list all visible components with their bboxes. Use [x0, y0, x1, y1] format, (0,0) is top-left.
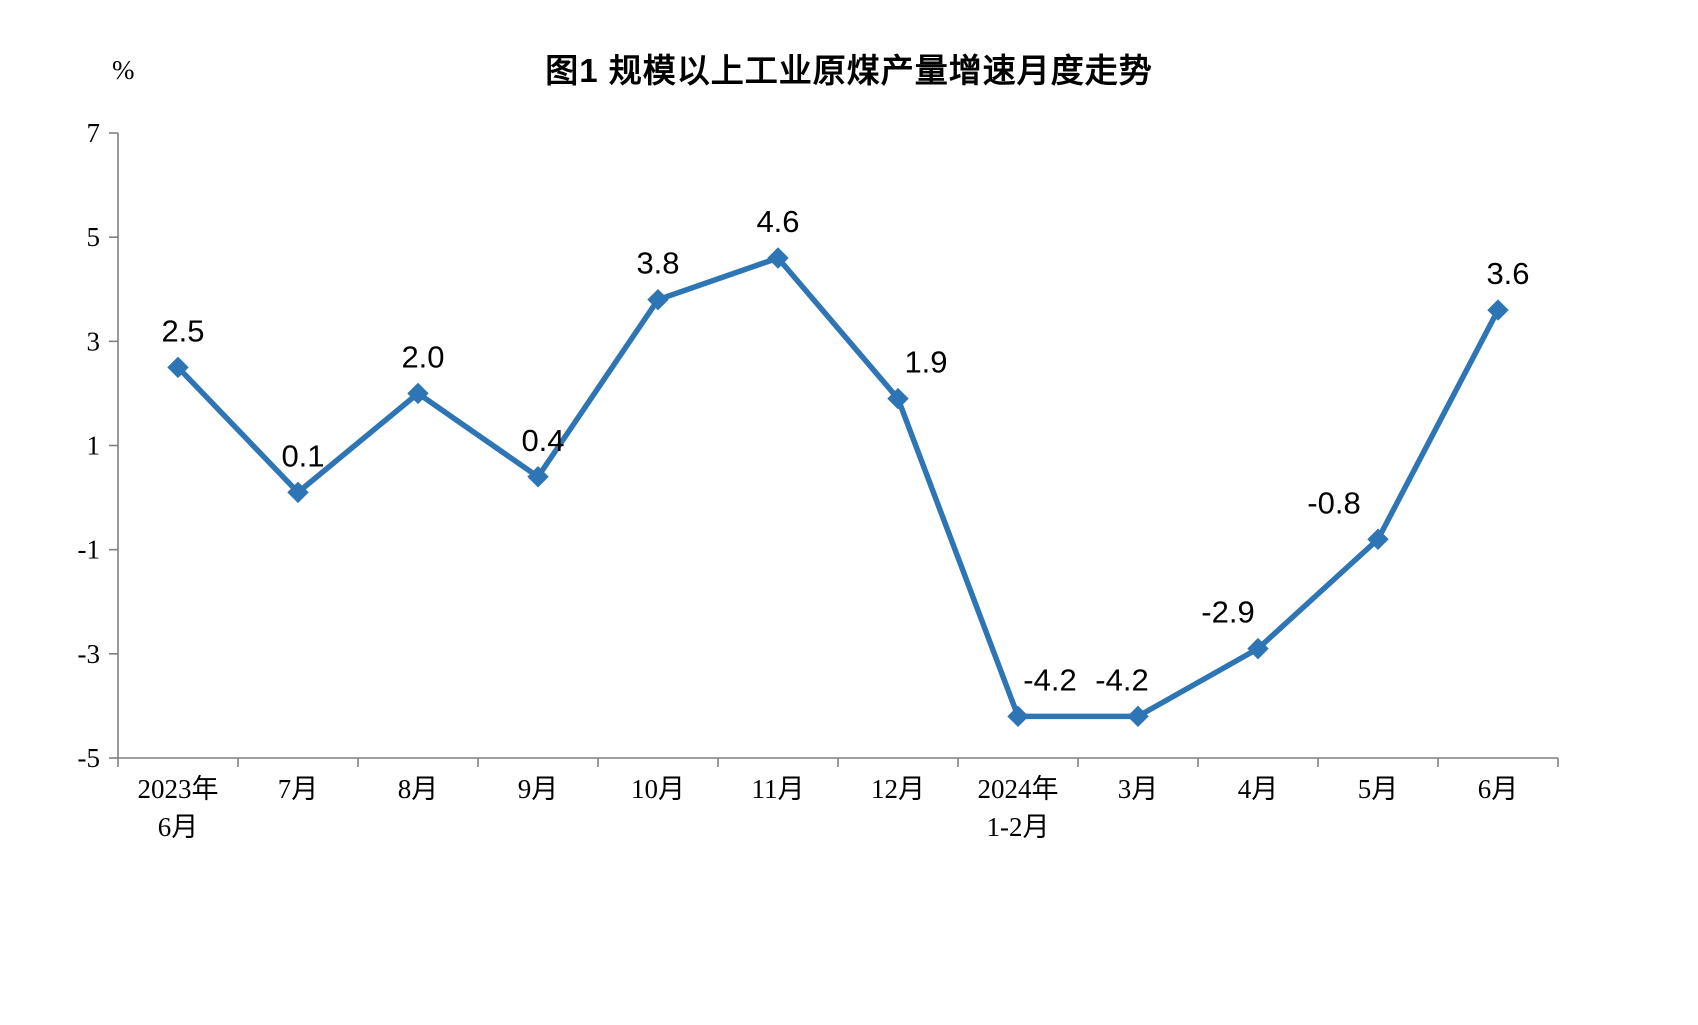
- x-tick-label: 2023年: [138, 774, 219, 804]
- x-tick-label: 7月: [278, 774, 319, 804]
- x-tick-label: 9月: [518, 774, 559, 804]
- y-tick-label: -5: [78, 743, 101, 773]
- data-point-marker: [647, 288, 669, 311]
- x-tick-label: 2024年: [978, 774, 1059, 804]
- data-point-marker: [1127, 705, 1149, 728]
- y-tick-label: 5: [87, 222, 101, 252]
- data-point-marker: [1487, 299, 1509, 321]
- x-tick-label: 8月: [398, 774, 439, 804]
- x-tick-label: 4月: [1238, 774, 1279, 804]
- x-tick-label: 12月: [871, 774, 925, 804]
- y-tick-label: 3: [87, 326, 101, 356]
- data-point-marker: [1007, 705, 1029, 728]
- data-point-marker: [527, 466, 549, 488]
- x-tick-label: 11月: [752, 774, 805, 804]
- data-point-label: 0.1: [281, 438, 324, 473]
- series-line: [175, 255, 1501, 720]
- data-point-label: -2.9: [1201, 595, 1254, 630]
- chart-title: 图1 规模以上工业原煤产量增速月度走势: [545, 52, 1153, 89]
- data-point-label: -4.2: [1095, 662, 1148, 697]
- data-point-label: 0.4: [521, 423, 564, 458]
- x-tick-label: 6月: [158, 812, 199, 842]
- data-point-marker: [767, 247, 789, 269]
- data-point-marker: [287, 481, 309, 504]
- y-tick-label: -1: [78, 535, 101, 565]
- y-tick-label: 7: [87, 118, 101, 148]
- x-tick-label: 6月: [1478, 774, 1519, 804]
- x-tick-label: 3月: [1118, 774, 1159, 804]
- data-point-marker: [407, 382, 429, 405]
- data-point-label: 3.8: [636, 246, 679, 281]
- data-point-marker: [1367, 528, 1389, 550]
- y-axis-unit-label: %: [112, 55, 135, 85]
- data-point-label: -0.8: [1307, 485, 1360, 520]
- y-tick-label: 1: [87, 431, 101, 461]
- data-point-marker: [1247, 637, 1269, 660]
- data-point-marker: [887, 387, 909, 410]
- y-tick-label: -3: [78, 639, 101, 669]
- x-tick-label: 1-2月: [987, 812, 1050, 842]
- data-point-label: 3.6: [1486, 256, 1529, 291]
- x-tick-label: 5月: [1358, 774, 1399, 804]
- data-point-label: 2.0: [401, 339, 444, 374]
- data-point-label: 2.5: [161, 313, 204, 348]
- data-point-label: -4.2: [1023, 662, 1076, 697]
- data-point-label: 4.6: [756, 204, 799, 239]
- data-point-marker: [167, 356, 189, 379]
- x-tick-label: 10月: [631, 774, 685, 804]
- data-point-label: 1.9: [904, 345, 947, 380]
- axis-lines: [117, 133, 1558, 759]
